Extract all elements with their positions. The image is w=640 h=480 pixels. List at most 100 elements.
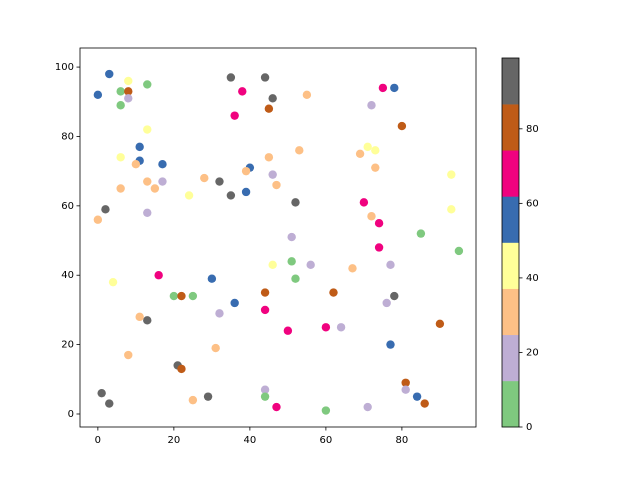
x-tick-label: 0: [95, 435, 101, 446]
y-tick-label: 0: [68, 409, 74, 420]
point: [215, 309, 224, 318]
point: [116, 184, 125, 193]
point: [272, 402, 281, 412]
point: [238, 87, 247, 96]
point: [283, 326, 293, 335]
point: [447, 170, 456, 179]
point: [306, 260, 315, 270]
x-tick-label: 80: [396, 435, 409, 446]
y-tick-label: 60: [61, 201, 74, 212]
point: [260, 73, 270, 82]
point: [374, 218, 384, 228]
point: [124, 94, 133, 103]
point: [397, 121, 407, 131]
point: [230, 111, 239, 120]
point: [359, 198, 369, 207]
point: [260, 288, 270, 297]
point: [268, 170, 277, 179]
point: [124, 87, 133, 96]
point: [454, 246, 464, 256]
point: [177, 291, 186, 301]
point: [386, 340, 395, 349]
y-tick-label: 80: [61, 131, 74, 142]
y-tick-label: 40: [61, 270, 74, 281]
colorbar-segment: [502, 58, 519, 105]
point: [371, 146, 380, 155]
colorbar-segment: [502, 288, 519, 336]
point: [367, 101, 376, 110]
point: [348, 264, 357, 273]
colorbar-tick-label: 0: [526, 422, 532, 433]
point: [143, 177, 152, 186]
colorbar-segment: [502, 242, 519, 289]
point: [374, 243, 384, 252]
point: [207, 274, 217, 283]
point: [116, 87, 125, 96]
point: [435, 319, 445, 328]
point: [200, 173, 209, 183]
colorbar-segment: [502, 380, 519, 428]
point: [295, 146, 304, 155]
point: [124, 350, 133, 360]
point: [416, 229, 426, 238]
point: [154, 271, 163, 280]
point: [260, 305, 270, 315]
point: [158, 160, 167, 169]
point: [355, 149, 365, 159]
x-tick-label: 40: [244, 435, 257, 446]
point: [382, 298, 391, 308]
colorbar-segment: [502, 196, 519, 243]
colorbar-tick-label: 20: [526, 347, 539, 358]
point: [143, 316, 152, 325]
point: [401, 378, 410, 387]
point: [420, 399, 429, 408]
point: [116, 153, 125, 162]
point: [226, 191, 236, 200]
point: [412, 392, 422, 401]
colorbar-frame: [501, 57, 520, 428]
point: [158, 177, 167, 186]
point: [287, 257, 296, 266]
point: [97, 388, 106, 398]
point: [93, 215, 103, 224]
point: [390, 291, 399, 301]
point: [272, 180, 281, 190]
colorbar-tick-label: 60: [526, 198, 539, 209]
point: [150, 184, 160, 193]
point: [287, 232, 296, 242]
point: [116, 101, 125, 110]
x-tick-label: 20: [168, 435, 181, 446]
point: [131, 160, 141, 169]
point: [124, 76, 133, 86]
point: [143, 208, 152, 217]
point: [363, 142, 372, 152]
point: [371, 163, 380, 172]
point: [264, 104, 274, 113]
point: [169, 291, 179, 301]
colorbar-tick-label: 40: [526, 273, 539, 284]
point: [291, 274, 300, 283]
point: [135, 142, 144, 152]
point: [268, 260, 277, 270]
point: [329, 288, 338, 297]
colorbar-segment: [502, 334, 519, 382]
y-tick-label: 20: [61, 340, 74, 351]
point: [101, 205, 110, 214]
point: [203, 392, 213, 401]
y-tick-label: 100: [55, 62, 74, 73]
point: [108, 277, 118, 287]
point: [302, 90, 312, 100]
point: [188, 291, 198, 301]
point: [184, 191, 194, 200]
point: [264, 153, 274, 162]
point: [93, 90, 103, 100]
point: [143, 125, 152, 134]
x-tick-label: 60: [320, 435, 333, 446]
point: [143, 80, 152, 89]
point: [135, 312, 144, 322]
colorbar-segment: [502, 104, 519, 151]
point: [386, 260, 395, 270]
point: [363, 402, 372, 412]
point: [321, 406, 331, 415]
